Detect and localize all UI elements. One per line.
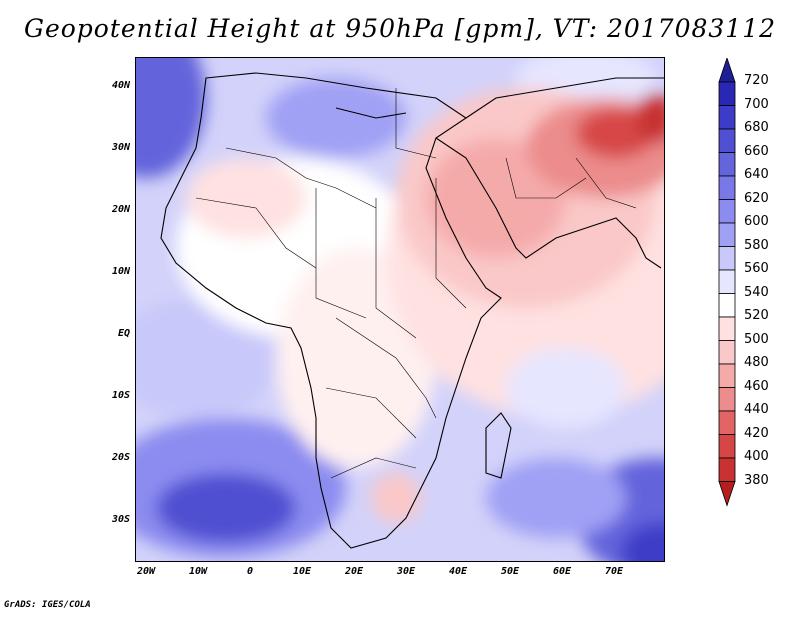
colorbar-label: 500 bbox=[744, 331, 769, 347]
colorbar-box bbox=[718, 340, 736, 365]
colorbar-label: 700 bbox=[744, 96, 769, 112]
colorbar-bottom-triangle bbox=[718, 481, 736, 507]
colorbar-box bbox=[718, 387, 736, 412]
colorbar-label: 400 bbox=[744, 449, 769, 464]
lat-label-40n: 40N bbox=[111, 80, 130, 91]
colorbar-box bbox=[718, 199, 736, 224]
colorbar-box bbox=[718, 175, 736, 200]
colorbar-box bbox=[718, 410, 736, 435]
colorbar-label: 440 bbox=[744, 402, 769, 417]
lon-label-0: 0 bbox=[246, 566, 254, 577]
colorbar-label: 720 bbox=[744, 73, 769, 88]
country-borders bbox=[195, 88, 637, 479]
lon-label-30e: 30E bbox=[396, 566, 416, 577]
lat-label-eq: EQ bbox=[117, 328, 130, 339]
colorbar-label: 580 bbox=[744, 237, 769, 253]
colorbar-box bbox=[718, 269, 736, 294]
colorbar-label: 460 bbox=[744, 378, 769, 394]
colorbar-box bbox=[718, 316, 736, 341]
lat-label-10n: 10N bbox=[111, 266, 130, 277]
colorbar-box bbox=[718, 457, 736, 482]
colorbar-box bbox=[718, 222, 736, 247]
lon-label-10e: 10E bbox=[292, 566, 312, 577]
colorbar bbox=[718, 58, 736, 507]
colorbar-box bbox=[718, 246, 736, 271]
colorbar-label: 540 bbox=[744, 284, 769, 300]
lat-label-30n: 30N bbox=[111, 142, 130, 153]
lon-label-20e: 20E bbox=[344, 566, 364, 577]
colorbar-label: 380 bbox=[744, 472, 769, 488]
lon-label-60e: 60E bbox=[552, 566, 572, 577]
colorbar-label: 660 bbox=[744, 143, 769, 159]
colorbar-label: 620 bbox=[744, 190, 769, 206]
lat-label-10s: 10S bbox=[111, 390, 130, 401]
grads-credit: GrADS: IGES/COLA bbox=[4, 600, 91, 610]
lon-label-50e: 50E bbox=[500, 566, 520, 577]
colorbar-box bbox=[718, 81, 736, 106]
colorbar-label: 560 bbox=[744, 261, 769, 276]
lon-label-10w: 10W bbox=[188, 566, 208, 577]
colorbar-label: 640 bbox=[744, 167, 769, 182]
map-panel bbox=[135, 57, 665, 562]
colorbar-top-triangle bbox=[718, 58, 736, 83]
colorbar-label: 600 bbox=[744, 214, 769, 229]
colorbar-label: 680 bbox=[744, 120, 769, 135]
height-field-map bbox=[136, 58, 664, 561]
lat-label-20s: 20S bbox=[111, 452, 130, 463]
colorbar-box bbox=[718, 128, 736, 153]
colorbar-label: 520 bbox=[744, 308, 769, 323]
colorbar-box bbox=[718, 434, 736, 459]
lat-label-30s: 30S bbox=[111, 514, 130, 525]
lat-label-20n: 20N bbox=[111, 204, 130, 215]
lon-label-70e: 70E bbox=[604, 566, 624, 577]
colorbar-box bbox=[718, 152, 736, 177]
lon-label-40e: 40E bbox=[448, 566, 468, 577]
chart-title: Geopotential Height at 950hPa [gpm], VT:… bbox=[23, 14, 777, 43]
colorbar-box bbox=[718, 363, 736, 388]
lon-label-20w: 20W bbox=[136, 566, 156, 577]
colorbar-box bbox=[718, 105, 736, 130]
colorbar-label: 480 bbox=[744, 355, 769, 370]
colorbar-label: 420 bbox=[744, 425, 769, 441]
colorbar-box bbox=[718, 293, 736, 318]
